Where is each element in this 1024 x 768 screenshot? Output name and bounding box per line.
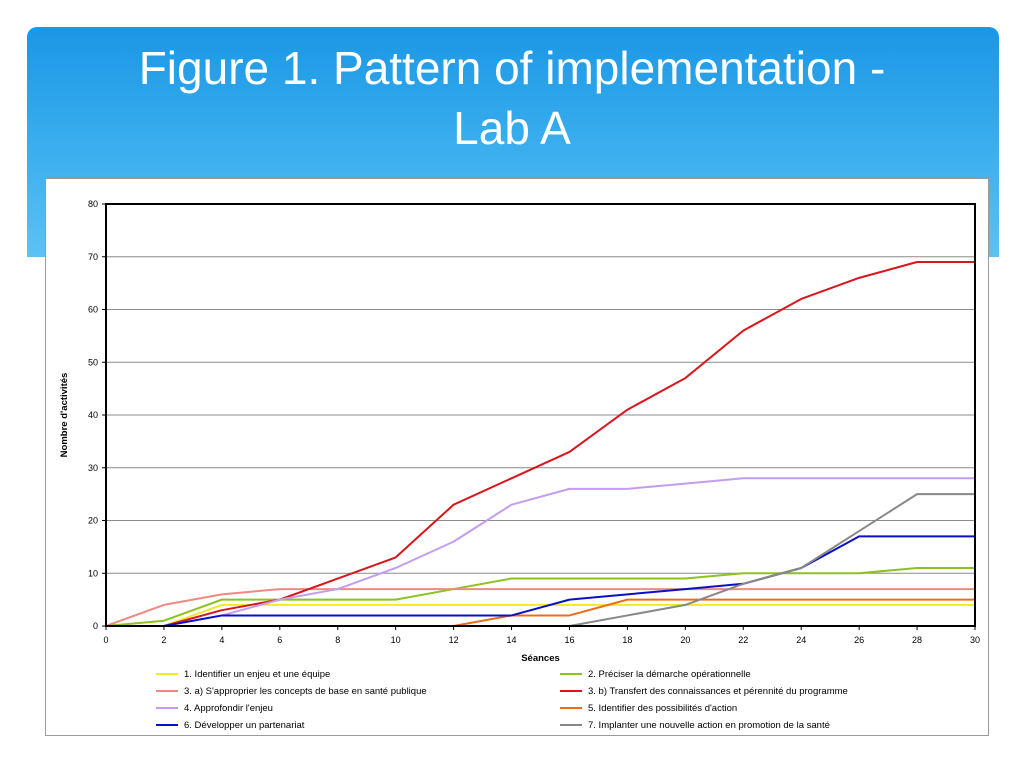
- legend-swatch: [156, 690, 178, 692]
- legend-label: 4. Approfondir l'enjeu: [184, 702, 273, 714]
- x-tick-label: 6: [277, 635, 282, 645]
- x-tick-label: 24: [796, 635, 806, 645]
- x-tick-label: 14: [507, 635, 517, 645]
- x-tick-label: 10: [391, 635, 401, 645]
- y-tick-label: 20: [88, 516, 98, 526]
- legend-swatch: [156, 724, 178, 726]
- series-line-5: [106, 477, 975, 627]
- legend-label: 5. Identifier des possibilités d'action: [588, 702, 738, 714]
- x-tick-label: 8: [335, 635, 340, 645]
- x-tick-label: 18: [622, 635, 632, 645]
- legend-swatch: [560, 724, 582, 726]
- x-tick-label: 30: [970, 635, 980, 645]
- legend-entry-2: 2. Préciser la démarche opérationnelle: [560, 667, 964, 681]
- legend-entry-7: 6. Développer un partenariat: [156, 718, 560, 732]
- series-line-8: [106, 493, 975, 627]
- legend-label: 2. Préciser la démarche opérationnelle: [588, 668, 751, 680]
- legend-label: 1. Identifier un enjeu et une équipe: [184, 668, 331, 680]
- legend-entry-6: 5. Identifier des possibilités d'action: [560, 701, 964, 715]
- y-tick-label: 30: [88, 463, 98, 473]
- legend-label: 6. Développer un partenariat: [184, 719, 305, 731]
- x-tick-label: 2: [161, 635, 166, 645]
- legend-swatch: [560, 673, 582, 675]
- slide-title-line2: Lab A: [453, 102, 571, 154]
- x-tick-label: 22: [738, 635, 748, 645]
- legend-label: 7. Implanter une nouvelle action en prom…: [588, 719, 830, 731]
- y-tick-label: 70: [88, 252, 98, 262]
- x-tick-label: 20: [680, 635, 690, 645]
- legend-swatch: [156, 673, 178, 675]
- x-tick-label: 4: [219, 635, 224, 645]
- legend-entry-1: 1. Identifier un enjeu et une équipe: [156, 667, 560, 681]
- series-line-3: [105, 588, 975, 627]
- series-line-7: [106, 535, 975, 627]
- y-tick-label: 10: [88, 568, 98, 578]
- x-axis-label: Séances: [521, 653, 560, 664]
- legend-entry-5: 4. Approfondir l'enjeu: [156, 701, 560, 715]
- legend-label: 3. b) Transfert des connaissances et pér…: [588, 685, 848, 697]
- legend-swatch: [560, 707, 582, 709]
- legend-swatch: [560, 690, 582, 692]
- series-line-2: [105, 566, 975, 627]
- y-tick-label: 0: [93, 621, 98, 631]
- y-tick-label: 50: [88, 357, 98, 367]
- x-tick-label: 12: [449, 635, 459, 645]
- legend-label: 3. a) S'approprier les concepts de base …: [184, 685, 427, 697]
- x-tick-label: 26: [854, 635, 864, 645]
- y-axis-label: Nombre d'activités: [59, 373, 70, 458]
- y-tick-label: 60: [88, 305, 98, 315]
- slide-title: Figure 1. Pattern of implementation - La…: [40, 38, 984, 158]
- chart-legend: 1. Identifier un enjeu et une équipe 2. P…: [156, 667, 976, 732]
- legend-entry-8: 7. Implanter une nouvelle action en prom…: [560, 718, 964, 732]
- series-line-6: [106, 598, 975, 627]
- legend-entry-4: 3. b) Transfert des connaissances et pér…: [560, 684, 964, 698]
- plot-area-border: [105, 203, 976, 627]
- x-tick-label: 0: [103, 635, 108, 645]
- chart-frame: 0 10 20 30 40 50 60 70 80 0 2 4 6 8 10 12 14 16 18 20 22 24 26…: [45, 178, 989, 736]
- slide-title-line1: Figure 1. Pattern of implementation -: [138, 42, 886, 94]
- series-line-4: [106, 261, 975, 627]
- legend-entry-3: 3. a) S'approprier les concepts de base …: [156, 684, 560, 698]
- y-tick-label: 80: [88, 199, 98, 209]
- x-tick-label: 28: [912, 635, 922, 645]
- y-tick-label: 40: [88, 410, 98, 420]
- legend-swatch: [156, 707, 178, 709]
- x-tick-label: 16: [564, 635, 574, 645]
